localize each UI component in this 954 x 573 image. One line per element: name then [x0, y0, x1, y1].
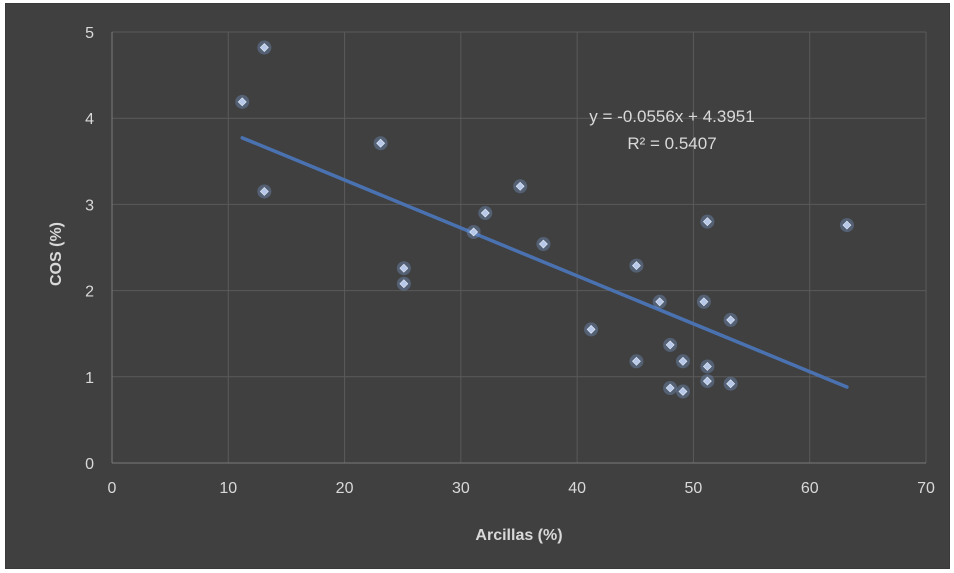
data-point-marker: [469, 227, 479, 237]
data-point: [663, 337, 678, 352]
data-point-marker: [678, 356, 688, 366]
data-point-marker: [259, 43, 269, 52]
data-point-marker: [632, 356, 641, 366]
trendline-r-squared: R² = 0.5407: [627, 134, 716, 153]
data-point: [629, 258, 644, 273]
data-point: [723, 376, 738, 391]
x-tick-label: 0: [108, 480, 117, 497]
data-point: [675, 354, 690, 369]
data-point: [478, 206, 493, 221]
data-point: [675, 384, 690, 399]
data-point: [466, 224, 481, 239]
data-point-marker: [702, 362, 712, 371]
data-point: [373, 136, 388, 151]
x-tick-label: 50: [685, 480, 703, 497]
trendline-equation: y = -0.0556x + 4.3951: [589, 107, 754, 126]
data-point-marker: [665, 340, 675, 350]
x-tick-label: 60: [801, 480, 819, 497]
y-tick-label: 0: [85, 456, 94, 473]
data-point-marker: [399, 279, 409, 289]
data-point: [257, 184, 272, 199]
data-point-marker: [515, 181, 525, 191]
chart-area: 0 10 20 30 40 50 60 70 0 1 2 3 4 5 y = -0.0556x + 4.…: [5, 3, 950, 569]
data-point: [700, 359, 715, 374]
y-tick-label: 5: [85, 25, 94, 42]
data-point-marker: [259, 187, 269, 196]
x-tick-label: 30: [452, 480, 470, 497]
x-axis-title: Arcillas (%): [475, 527, 562, 544]
data-point: [652, 294, 667, 309]
data-point-marker: [726, 379, 736, 389]
data-point-marker: [376, 138, 386, 148]
data-point-marker: [842, 220, 852, 230]
x-tick-label: 40: [568, 480, 586, 497]
scatter-chart: 0 10 20 30 40 50 60 70 0 1 2 3 4 5 y = -0.0556x + 4.…: [48, 25, 935, 544]
data-point-marker: [237, 97, 247, 107]
data-point-marker: [399, 263, 409, 273]
axes: [111, 32, 926, 464]
data-point: [513, 179, 528, 194]
data-point: [663, 381, 678, 396]
data-point: [723, 312, 738, 327]
data-point: [396, 276, 411, 291]
data-point-marker: [586, 324, 596, 334]
data-point: [235, 94, 250, 109]
data-point: [536, 237, 551, 252]
data-point: [839, 218, 854, 233]
data-point-marker: [702, 217, 712, 227]
trendline-layer: [240, 136, 849, 389]
data-point: [696, 294, 711, 309]
data-point: [257, 40, 272, 55]
data-points: [235, 40, 854, 399]
data-point-marker: [702, 376, 712, 386]
data-point-marker: [699, 297, 709, 307]
y-axis-tick-labels: 0 1 2 3 4 5: [85, 25, 94, 473]
data-point-marker: [665, 383, 675, 393]
data-point: [584, 322, 599, 337]
x-tick-label: 20: [336, 480, 354, 497]
x-axis-tick-labels: 0 10 20 30 40 50 60 70: [108, 480, 935, 497]
data-point-marker: [678, 387, 688, 396]
data-point: [629, 354, 644, 369]
data-point-marker: [726, 315, 736, 325]
data-point: [700, 214, 715, 229]
y-axis-title: COS (%): [48, 222, 65, 286]
data-point-marker: [538, 239, 548, 249]
data-point-marker: [655, 297, 665, 307]
trendline: [240, 136, 849, 389]
data-point: [396, 261, 411, 276]
x-tick-label: 70: [917, 480, 935, 497]
y-tick-label: 3: [85, 197, 94, 214]
data-point-marker: [480, 208, 490, 218]
data-point: [700, 374, 715, 389]
y-tick-label: 2: [85, 284, 94, 301]
y-tick-label: 4: [85, 111, 94, 128]
x-tick-label: 10: [219, 480, 237, 497]
y-tick-label: 1: [85, 370, 94, 387]
gridlines: [112, 31, 927, 463]
data-point-marker: [632, 261, 641, 271]
